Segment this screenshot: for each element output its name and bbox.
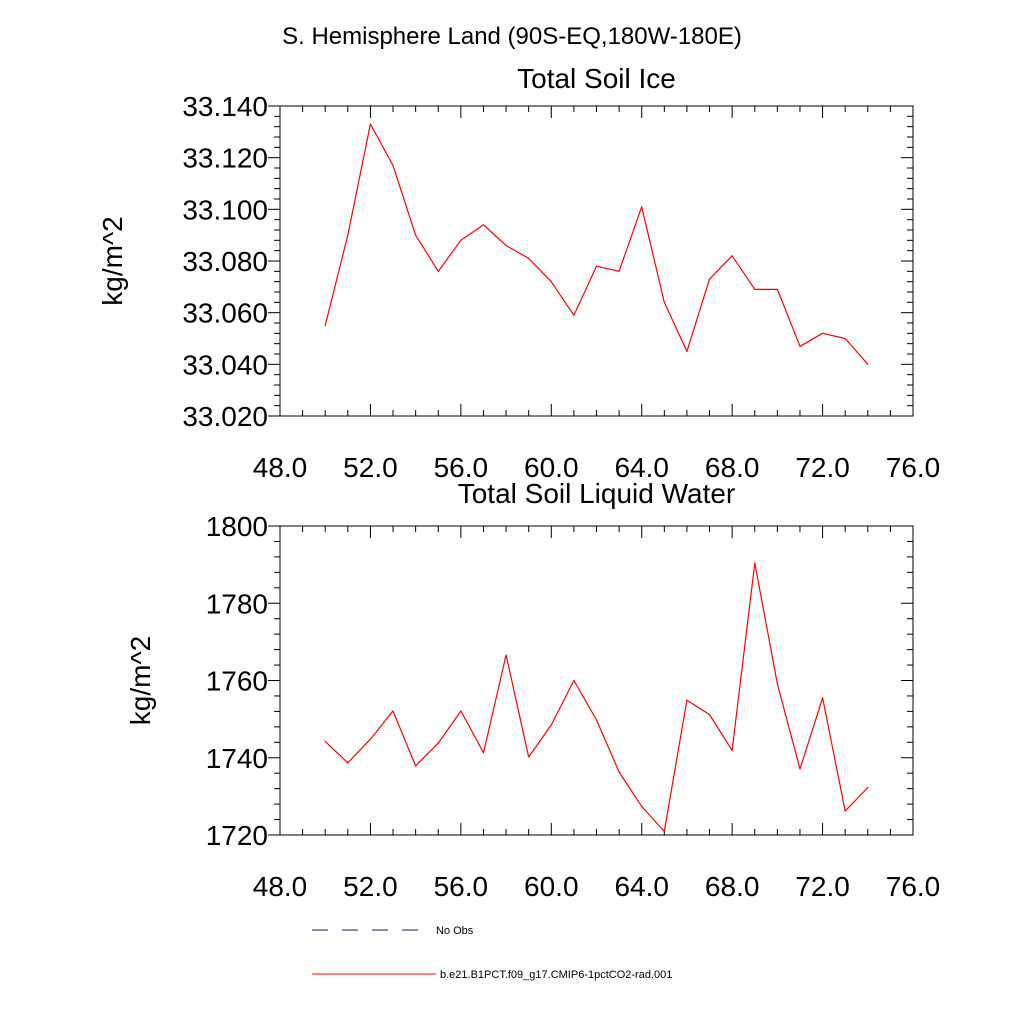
series-line bbox=[324, 123, 869, 365]
y-tick-label: 1720 bbox=[206, 820, 268, 851]
y-tick-label: 33.080 bbox=[182, 246, 268, 277]
chart-panel-1: Total Soil Ice kg/m^2 48.0 52.0 56.0 60.0 64.0… bbox=[97, 63, 940, 483]
legend: No Obs b.e21.B1PCT.f09_g17.CMIP6-1pctCO2… bbox=[312, 925, 672, 981]
data-point bbox=[573, 679, 575, 682]
data-point bbox=[754, 562, 756, 564]
data-point bbox=[324, 740, 326, 743]
x-tick-label: 48.0 bbox=[253, 871, 308, 902]
y-tick-label: 1800 bbox=[206, 511, 268, 542]
x-tick-label: 52.0 bbox=[343, 452, 398, 483]
data-point bbox=[663, 301, 665, 303]
data-point bbox=[437, 270, 439, 272]
series-line bbox=[324, 562, 869, 833]
data-point bbox=[460, 710, 462, 712]
plot-frame bbox=[279, 525, 914, 836]
data-point bbox=[799, 345, 801, 347]
legend-label-no-obs: No Obs bbox=[436, 925, 474, 937]
data-point bbox=[641, 805, 643, 808]
legend-label-model: b.e21.B1PCT.f09_g17.CMIP6-1pctCO2-rad.00… bbox=[440, 969, 672, 981]
x-tick-label: 72.0 bbox=[795, 452, 850, 483]
y-tick-label: 33.040 bbox=[182, 349, 268, 380]
data-point bbox=[415, 765, 417, 767]
data-point bbox=[324, 324, 326, 327]
data-point bbox=[482, 752, 485, 754]
data-point bbox=[708, 713, 711, 716]
x-tick-label: 60.0 bbox=[524, 452, 579, 483]
y-tick-label: 33.020 bbox=[182, 401, 268, 432]
data-point bbox=[550, 281, 552, 283]
x-tick-label: 64.0 bbox=[614, 452, 669, 483]
y-tick-label: 33.120 bbox=[182, 143, 268, 174]
figure-title: S. Hemisphere Land (90S-EQ,180W-180E) bbox=[282, 23, 742, 50]
data-point bbox=[369, 738, 372, 740]
data-point bbox=[550, 724, 552, 726]
data-point bbox=[618, 771, 620, 773]
data-point bbox=[347, 762, 349, 764]
plot-frame bbox=[279, 105, 914, 417]
data-point bbox=[437, 742, 439, 744]
data-point bbox=[731, 749, 733, 752]
data-point bbox=[528, 756, 530, 758]
data-point bbox=[573, 314, 575, 316]
data-point bbox=[776, 288, 778, 291]
data-point bbox=[821, 697, 824, 699]
data-point bbox=[867, 363, 869, 365]
x-tick-label: 48.0 bbox=[253, 452, 308, 483]
y-tick-label: 1780 bbox=[206, 588, 268, 619]
data-point bbox=[776, 683, 778, 685]
data-point bbox=[754, 288, 756, 291]
x-tick-label: 56.0 bbox=[434, 871, 489, 902]
data-point bbox=[708, 278, 711, 280]
chart-panel-2: Total Soil Liquid Water kg/m^2 48.0 52.0 56.… bbox=[125, 478, 940, 902]
x-tick-label: 76.0 bbox=[886, 452, 941, 483]
x-tick-label: 52.0 bbox=[343, 871, 398, 902]
data-point bbox=[460, 239, 462, 241]
y-axis-label: kg/m^2 bbox=[97, 216, 128, 305]
chart-title: Total Soil Ice bbox=[517, 63, 676, 94]
y-tick-label: 1740 bbox=[206, 743, 268, 774]
y-tick-label: 1760 bbox=[206, 666, 268, 697]
data-point bbox=[799, 768, 801, 770]
x-tick-label: 68.0 bbox=[705, 871, 760, 902]
data-point bbox=[347, 234, 349, 236]
data-point bbox=[686, 699, 688, 701]
data-point bbox=[844, 337, 846, 340]
y-axis-label: kg/m^2 bbox=[125, 636, 156, 725]
y-tick-label: 33.060 bbox=[182, 298, 268, 329]
data-point bbox=[595, 265, 598, 267]
data-point bbox=[618, 270, 620, 272]
x-tick-label: 72.0 bbox=[795, 871, 850, 902]
data-point bbox=[392, 164, 394, 167]
data-point bbox=[392, 710, 394, 712]
y-tick-label: 33.100 bbox=[182, 194, 268, 225]
chart-title: Total Soil Liquid Water bbox=[458, 478, 736, 509]
data-point bbox=[821, 332, 824, 334]
data-point bbox=[369, 123, 372, 125]
data-point bbox=[482, 224, 485, 226]
x-tick-label: 68.0 bbox=[705, 452, 760, 483]
data-point bbox=[595, 719, 598, 721]
data-point bbox=[641, 206, 643, 208]
data-point bbox=[844, 810, 846, 812]
data-point bbox=[867, 786, 869, 789]
data-point bbox=[663, 830, 665, 833]
data-point bbox=[505, 244, 507, 247]
data-point bbox=[505, 654, 507, 656]
x-tick-label: 60.0 bbox=[524, 871, 579, 902]
data-point bbox=[686, 350, 688, 353]
data-point bbox=[731, 255, 733, 257]
x-tick-label: 56.0 bbox=[434, 452, 489, 483]
data-point bbox=[528, 257, 530, 260]
data-point bbox=[415, 234, 417, 236]
x-tick-label: 76.0 bbox=[886, 871, 941, 902]
y-tick-label: 33.140 bbox=[182, 91, 268, 122]
x-tick-label: 64.0 bbox=[614, 871, 669, 902]
